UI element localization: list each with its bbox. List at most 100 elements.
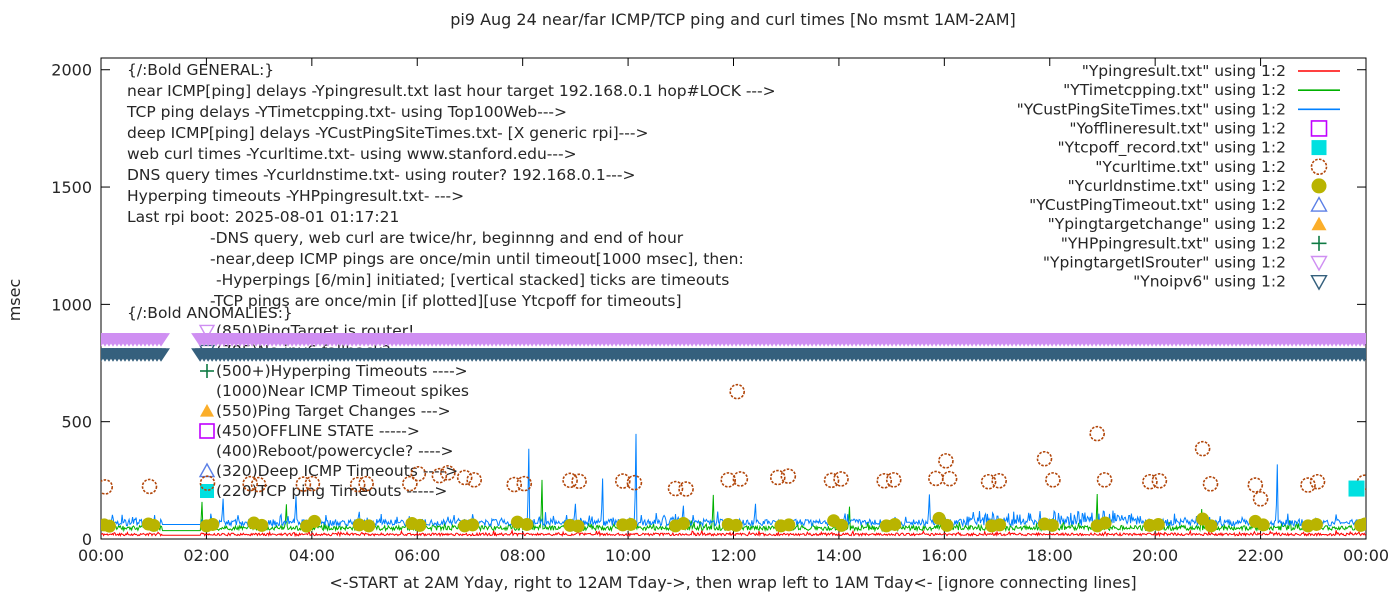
point-Ycurldnstime.txt	[624, 517, 638, 531]
point-Ycurldnstime.txt	[888, 517, 902, 531]
point-Ycurltime.txt	[732, 471, 749, 487]
point-Ycurltime.txt	[678, 481, 694, 497]
x-tick-label-11: 22:00	[1238, 546, 1284, 565]
point-Ycurldnstime.txt	[782, 518, 796, 532]
note-line-3: -TCP pings are once/min [if plotted][use…	[210, 292, 682, 310]
point-Ycurltime.txt	[769, 469, 786, 486]
series-band-YpingtargetISrouter	[101, 333, 1366, 347]
point-Ycurldnstime.txt	[1256, 518, 1270, 532]
point-Ycurltime.txt	[941, 470, 958, 487]
point-Ycurldnstime.txt	[255, 518, 269, 532]
legend-label-7: "YCustPingTimeout.txt" using 1:2	[1029, 196, 1286, 214]
legend-marker-5	[1310, 158, 1328, 176]
band-tick-YpingtargetISrouter	[152, 333, 170, 347]
legend-label-4: "Ytcpoff_record.txt" using 1:2	[1057, 139, 1286, 158]
y-axis-label: msec	[5, 279, 24, 322]
anomaly-line-4: (550)Ping Target Changes --->	[216, 402, 451, 420]
point-Ycurltime.txt	[615, 473, 631, 489]
x-tick-label-7: 14:00	[816, 546, 862, 565]
point-Ycurldnstime.txt	[835, 518, 849, 532]
point-Ycurltime.txt	[456, 469, 473, 486]
legend-layer: "Ypingresult.txt" using 1:2"YTimetcpping…	[1017, 62, 1340, 291]
anomaly-line-7: (320)Deep ICMP Timeouts ---->	[216, 462, 458, 480]
point-Ycurltime.txt	[1300, 477, 1316, 493]
anomaly-line-3: (1000)Near ICMP Timeout spikes	[216, 382, 469, 400]
point-Ycurltime.txt	[242, 475, 258, 492]
point-Ycurltime.txt	[295, 476, 312, 492]
point-Ycurltime.txt	[833, 471, 849, 487]
series-points-Ycurldnstime.txt	[101, 511, 1366, 533]
point-Ycurltime.txt	[1309, 473, 1326, 490]
point-Ycurltime.txt	[250, 476, 267, 493]
legend-label-6: "Ycurldnstime.txt" using 1:2	[1068, 177, 1286, 195]
point-Ycurltime.txt	[928, 470, 944, 487]
point-Ycurltime.txt	[516, 475, 533, 492]
point-Ycurltime.txt	[431, 467, 448, 484]
anomalies-header: {/:Bold ANOMALIES:}	[127, 304, 293, 322]
point-Ycurltime.txt	[1036, 450, 1053, 467]
point-Ycurldnstime.txt	[1151, 517, 1165, 531]
general-line-1: TCP ping delays -YTimetcpping.txt- using…	[126, 103, 567, 121]
x-tick-label-9: 18:00	[1027, 546, 1073, 565]
legend-label-0: "Ypingresult.txt" using 1:2	[1082, 62, 1286, 80]
point-Ycurltime.txt	[562, 472, 578, 489]
point-Ycurltime.txt	[1089, 425, 1105, 442]
anomaly-line-5: (450)OFFLINE STATE ----->	[216, 422, 420, 440]
point-Ycurldnstime.txt	[352, 518, 366, 532]
point-Ycurltime.txt	[626, 474, 643, 491]
x-tick-label-5: 10:00	[605, 546, 651, 565]
point-Ycurldnstime.txt	[1309, 517, 1323, 531]
general-line-2: deep ICMP[ping] delays -YCustPingSiteTim…	[127, 124, 648, 142]
point-Ycurltime.txt	[720, 472, 737, 488]
legend-marker-8	[1311, 216, 1327, 231]
legend-marker-10	[1310, 255, 1328, 272]
x-axis-label: <-START at 2AM Yday, right to 12AM Tday-…	[329, 573, 1136, 592]
legend-label-9: "YHPpingresult.txt" using 1:2	[1061, 234, 1286, 252]
series-points-Ycurltime.txt	[101, 383, 1366, 507]
point-Ycurldnstime.txt	[147, 518, 161, 532]
anomaly-marker-4	[200, 404, 214, 417]
point-Ycurltime.txt	[1252, 491, 1269, 507]
legend-label-10: "YpingtargetISrouter" using 1:2	[1043, 254, 1286, 272]
point-Ycurltime.txt	[1142, 473, 1158, 490]
anomaly-marker-8	[200, 484, 214, 498]
point-Ycurldnstime.txt	[413, 518, 427, 532]
point-Ycurltime.txt	[1096, 472, 1113, 488]
point-Ycurltime.txt	[1202, 476, 1219, 492]
point-Ycurldnstime.txt	[1045, 518, 1059, 532]
point-Ycurltime.txt	[402, 475, 418, 492]
x-tick-label-0: 00:00	[78, 546, 124, 565]
y-tick-label-4: 2000	[51, 61, 92, 80]
point-Ycurldnstime.txt	[676, 517, 690, 531]
point-Ycurltime.txt	[410, 465, 427, 482]
legend-label-5: "Ycurltime.txt" using 1:2	[1095, 158, 1286, 176]
anomaly-line-6: (400)Reboot/powercycle? ---->	[216, 442, 454, 460]
general-line-5: Hyperping timeouts -YHPpingresult.txt- -…	[127, 187, 464, 205]
point-Ycurldnstime.txt	[1098, 516, 1112, 530]
y-tick-label-0: 0	[82, 530, 92, 549]
note-line-0: -DNS query, web curl are twice/hr, begin…	[210, 229, 684, 247]
series-line-Ypingresult.txt	[101, 528, 1366, 538]
x-tick-label-8: 16:00	[921, 546, 967, 565]
legend-label-2: "YCustPingSiteTimes.txt" using 1:2	[1017, 100, 1286, 118]
band-tick-Ynoipv6	[152, 348, 170, 362]
point-Ycurltime.txt	[823, 472, 840, 489]
legend-marker-4	[1311, 140, 1327, 156]
point-Ytcpoff_record.txt	[1348, 480, 1365, 497]
point-Ycurldnstime.txt	[1204, 519, 1218, 533]
x-tick-label-4: 08:00	[500, 546, 546, 565]
point-Ycurltime.txt	[506, 476, 523, 493]
y-tick-label-3: 1500	[51, 178, 92, 197]
point-Ycurldnstime.txt	[993, 518, 1007, 532]
legend-label-11: "Ynoipv6" using 1:2	[1133, 273, 1286, 291]
point-Ycurldnstime.txt	[362, 519, 376, 533]
point-Ycurltime.txt	[729, 383, 745, 400]
point-Ycurldnstime.txt	[520, 517, 534, 531]
x-tick-label-6: 12:00	[710, 546, 756, 565]
legend-marker-6	[1311, 178, 1327, 194]
anomaly-line-2: (500+)Hyperping Timeouts ---->	[216, 362, 468, 380]
point-Ycurltime.txt	[141, 478, 158, 495]
point-Ycurldnstime.txt	[466, 518, 480, 532]
